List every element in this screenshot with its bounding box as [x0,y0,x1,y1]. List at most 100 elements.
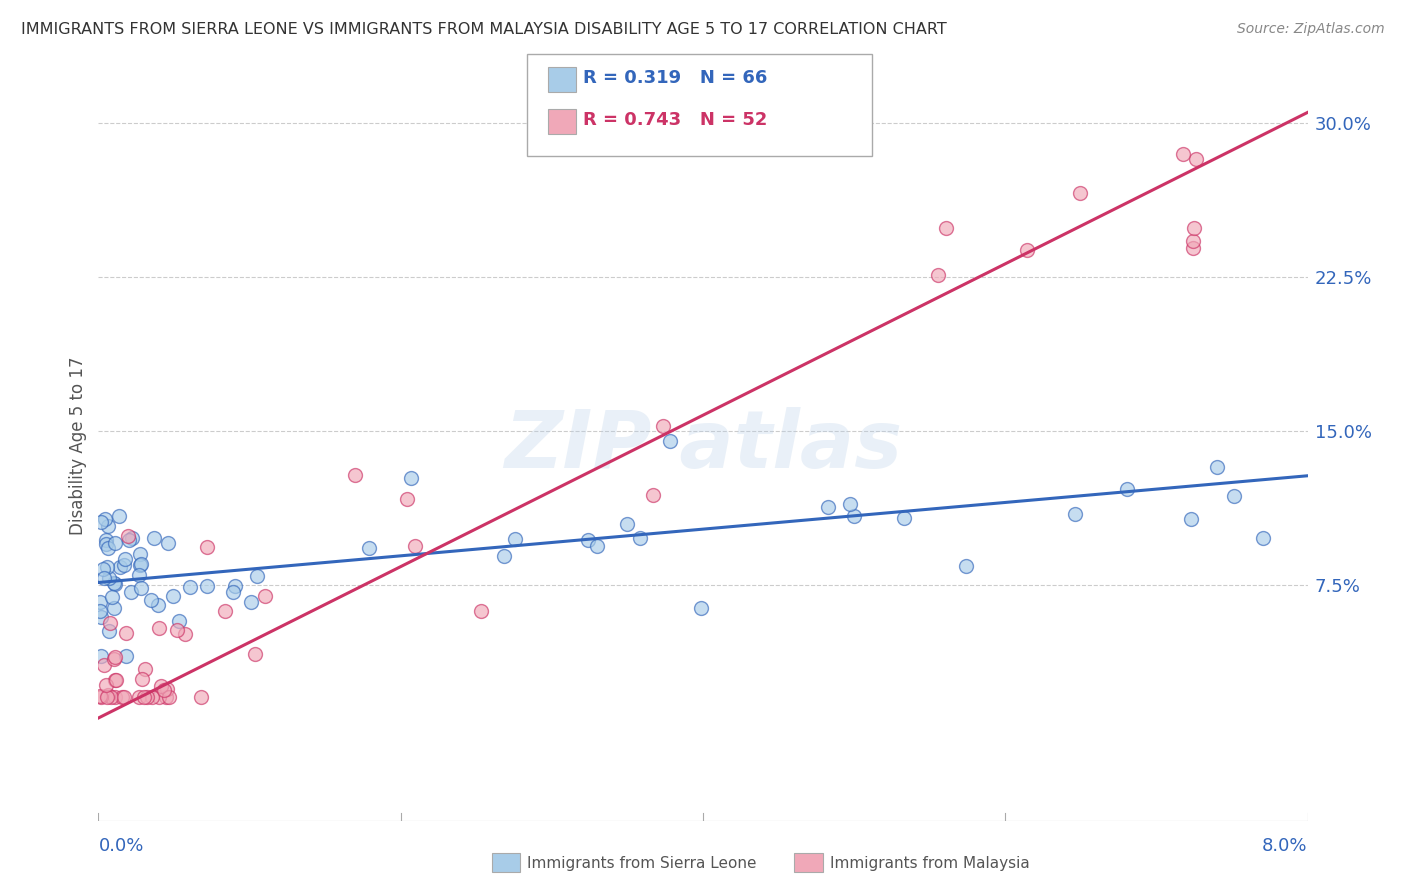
Point [470,604,492,618]
Point [90,515,112,529]
Y-axis label: Disability Age 5 to 17: Disability Age 5 to 17 [69,357,87,535]
Point [156,681,179,696]
Point [616,516,638,531]
Point [157,690,180,705]
Point [628,531,651,545]
Text: Immigrants from Malaysia: Immigrants from Malaysia [830,856,1029,871]
Point [174,627,197,641]
Text: 0.0%: 0.0% [98,837,143,855]
Point [214,604,236,618]
Point [586,540,609,554]
Point [97,688,120,702]
Point [139,592,162,607]
Point [101,591,124,605]
Point [120,585,142,599]
Point [1173,146,1195,161]
Point [89,604,111,618]
Point [243,647,266,661]
Text: ZIP atlas: ZIP atlas [503,407,903,485]
Point [157,535,180,549]
Point [93,657,115,672]
Point [96,541,118,556]
Point [134,662,156,676]
Point [96,560,118,574]
Point [114,552,136,566]
Point [93,571,115,585]
Point [246,569,269,583]
Point [143,531,166,545]
Point [817,500,839,515]
Point [148,621,170,635]
Point [1185,152,1208,166]
Point [659,434,682,448]
Point [90,649,112,664]
Point [155,690,177,705]
Point [108,560,131,574]
Point [190,690,212,705]
Point [643,488,665,502]
Point [115,649,138,664]
Point [240,595,263,609]
Point [98,624,121,638]
Point [166,623,188,637]
Point [90,609,112,624]
Point [1182,241,1205,255]
Point [224,579,246,593]
Point [100,690,122,705]
Point [1182,221,1205,235]
Point [129,558,152,573]
Point [103,575,125,590]
Point [1205,460,1227,475]
Point [90,690,112,705]
Point [1017,243,1039,257]
Point [148,690,170,705]
Point [1181,235,1204,249]
Point [162,590,184,604]
Point [105,673,128,687]
Point [927,268,949,282]
Point [1251,531,1274,545]
Point [104,673,127,688]
Point [136,690,159,705]
Point [98,615,121,630]
Point [652,419,675,434]
Point [399,470,422,484]
Point [146,598,169,612]
Point [195,579,218,593]
Point [1064,507,1087,521]
Point [197,540,219,554]
Text: Immigrants from Sierra Leone: Immigrants from Sierra Leone [527,856,756,871]
Point [94,512,117,526]
Point [179,580,201,594]
Point [94,533,117,547]
Point [1180,512,1202,526]
Point [97,519,120,533]
Point [131,673,153,687]
Point [104,690,127,705]
Point [1069,186,1091,200]
Point [141,690,163,705]
Point [128,568,150,582]
Point [395,492,418,507]
Point [104,577,127,591]
Point [150,679,173,693]
Point [492,549,515,564]
Point [118,533,141,547]
Point [1223,489,1246,503]
Point [131,557,153,571]
Point [254,589,277,603]
Point [128,547,150,561]
Point [893,511,915,525]
Point [97,571,120,585]
Text: Source: ZipAtlas.com: Source: ZipAtlas.com [1237,22,1385,37]
Point [117,529,139,543]
Point [169,614,191,628]
Point [111,690,134,705]
Text: 8.0%: 8.0% [1263,837,1308,855]
Point [1115,482,1137,496]
Text: R = 0.743   N = 52: R = 0.743 N = 52 [583,112,768,129]
Point [935,220,957,235]
Point [357,541,380,555]
Point [94,678,117,692]
Point [576,533,599,548]
